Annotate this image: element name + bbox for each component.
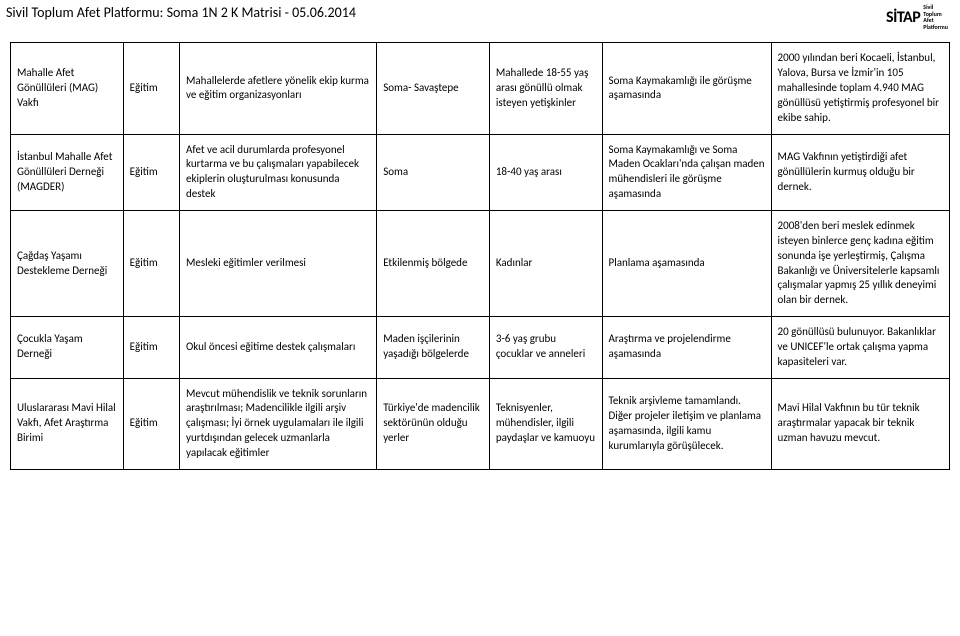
table-cell: Eğitim [123, 378, 179, 469]
logo-subtext: Sivil Toplum Afet Platformu [923, 4, 948, 30]
table-cell: Eğitim [123, 317, 179, 379]
table-cell: MAG Vakfının yetiştirdiği afet gönüllüle… [771, 134, 949, 210]
table-cell: Eğitim [123, 134, 179, 210]
table-cell: Araştırma ve projelendirme aşamasında [602, 317, 771, 379]
table-cell: Etkilenmiş bölgede [377, 210, 490, 316]
table-cell: Okul öncesi eğitime destek çalışmaları [180, 317, 377, 379]
table-cell: Maden işçilerinin yaşadığı bölgelerde [377, 317, 490, 379]
table-cell: Eğitim [123, 43, 179, 134]
table-row: İstanbul Mahalle Afet Gönüllüleri Derneğ… [11, 134, 950, 210]
table-cell: Mahallelerde afetlere yönelik ekip kurma… [180, 43, 377, 134]
table-cell: 3-6 yaş grubu çocuklar ve anneleri [489, 317, 602, 379]
table-cell: Türkiye'de madencilik sektörünün olduğu … [377, 378, 490, 469]
table-cell: Soma Kaymakamlığı ile görüşme aşamasında [602, 43, 771, 134]
table-row: Mahalle Afet Gönüllüleri (MAG) VakfıEğit… [11, 43, 950, 134]
page-header: Sivil Toplum Afet Platformu: Soma 1N 2 K… [0, 0, 960, 32]
table-cell: 2008'den beri meslek edinmek isteyen bin… [771, 210, 949, 316]
table-cell: Çağdaş Yaşamı Destekleme Derneği [11, 210, 124, 316]
table-cell: Mavi Hilal Vakfının bu tür teknik araştı… [771, 378, 949, 469]
table-cell: 20 gönüllüsü bulunuyor. Bakanlıklar ve U… [771, 317, 949, 379]
table-cell: Soma- Savaştepe [377, 43, 490, 134]
table-cell: İstanbul Mahalle Afet Gönüllüleri Derneğ… [11, 134, 124, 210]
table-row: Çağdaş Yaşamı Destekleme DerneğiEğitimMe… [11, 210, 950, 316]
table-cell: Mahallede 18-55 yaş arası gönüllü olmak … [489, 43, 602, 134]
table-cell: Teknisyenler, mühendisler, ilgili paydaş… [489, 378, 602, 469]
table-cell: Eğitim [123, 210, 179, 316]
table-container: Mahalle Afet Gönüllüleri (MAG) VakfıEğit… [0, 32, 960, 479]
table-cell: Mesleki eğitimler verilmesi [180, 210, 377, 316]
table-cell: Mahalle Afet Gönüllüleri (MAG) Vakfı [11, 43, 124, 134]
table-cell: Soma [377, 134, 490, 210]
table-cell: 2000 yılından beri Kocaeli, İstanbul, Ya… [771, 43, 949, 134]
logo-text: SİTAP [886, 8, 920, 27]
table-cell: 18-40 yaş arası [489, 134, 602, 210]
table-row: Uluslararası Mavi Hilal Vakfı, Afet Araş… [11, 378, 950, 469]
table-cell: Uluslararası Mavi Hilal Vakfı, Afet Araş… [11, 378, 124, 469]
logo: SİTAP Sivil Toplum Afet Platformu [886, 4, 948, 30]
table-cell: Kadınlar [489, 210, 602, 316]
table-cell: Mevcut mühendislik ve teknik sorunların … [180, 378, 377, 469]
table-row: Çocukla Yaşam DerneğiEğitimOkul öncesi e… [11, 317, 950, 379]
table-cell: Afet ve acil durumlarda profesyonel kurt… [180, 134, 377, 210]
table-cell: Çocukla Yaşam Derneği [11, 317, 124, 379]
table-cell: Soma Kaymakamlığı ve Soma Maden Ocakları… [602, 134, 771, 210]
table-cell: Planlama aşamasında [602, 210, 771, 316]
table-cell: Teknik arşivleme tamamlandı. Diğer proje… [602, 378, 771, 469]
page-title: Sivil Toplum Afet Platformu: Soma 1N 2 K… [6, 4, 356, 21]
matrix-table: Mahalle Afet Gönüllüleri (MAG) VakfıEğit… [10, 42, 950, 469]
